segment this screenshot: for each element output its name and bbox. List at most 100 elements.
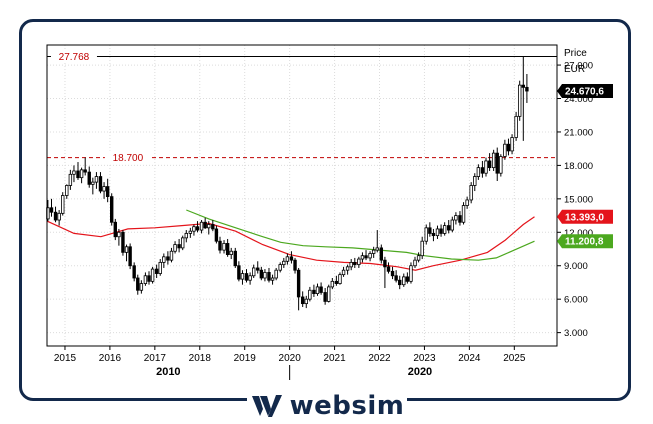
- candle-body: [383, 259, 387, 268]
- candle-body: [117, 231, 121, 238]
- candle-body: [162, 256, 166, 263]
- candle-body: [259, 269, 264, 279]
- candle-body: [147, 275, 151, 282]
- candle-body: [398, 279, 402, 286]
- candle-body: [87, 171, 91, 185]
- candle-body: [72, 170, 76, 175]
- candle-body: [428, 227, 432, 234]
- candle-body: [79, 169, 84, 179]
- candle-body: [177, 244, 181, 249]
- candle-body: [263, 272, 267, 279]
- x-tick-label: 2022: [368, 353, 391, 364]
- x-tick-label: 2023: [413, 353, 436, 364]
- candle-body: [199, 221, 204, 231]
- candle-body: [499, 156, 503, 174]
- decade-label: 2020: [408, 366, 432, 378]
- y-tick-label: 3.000: [564, 328, 588, 339]
- candle-body: [353, 261, 357, 266]
- candle-body: [525, 86, 529, 92]
- x-tick-label: 2021: [323, 353, 346, 364]
- candle-body: [491, 152, 496, 169]
- x-tick-label: 2019: [234, 353, 257, 364]
- candle-body: [465, 199, 469, 206]
- candle-body: [413, 259, 417, 267]
- candle-body: [293, 259, 297, 271]
- price-tag: [557, 84, 613, 99]
- brand-name: websim: [289, 391, 405, 421]
- candle-body: [473, 176, 477, 186]
- moving-averages: [46, 209, 535, 271]
- candle-body: [158, 261, 162, 274]
- candle-body: [454, 215, 458, 221]
- candle-body: [233, 250, 237, 267]
- plot-border: [46, 44, 558, 347]
- candle-body: [282, 260, 286, 266]
- candle-body: [458, 215, 462, 223]
- candle-body: [267, 272, 271, 281]
- candle-body: [105, 186, 110, 198]
- candle-body: [244, 273, 249, 281]
- candle-body: [91, 181, 95, 185]
- candle-body: [76, 170, 80, 179]
- candle-body: [447, 225, 451, 231]
- x-tick-label: 2015: [54, 353, 77, 364]
- candle-body: [110, 196, 114, 223]
- candle-body: [289, 256, 294, 261]
- candle-body: [338, 274, 342, 284]
- candle-body: [195, 226, 200, 231]
- price-axis-title: Price: [564, 48, 587, 59]
- candle-body: [402, 276, 406, 286]
- candle-body: [128, 246, 132, 267]
- candle-body: [150, 268, 155, 282]
- candle-body: [450, 219, 455, 231]
- candle-body: [487, 160, 492, 169]
- candle-body: [98, 176, 103, 192]
- candle-body: [514, 115, 518, 138]
- candle-body: [409, 265, 413, 282]
- axes: 3.000 6.000 9.000 12.000 15.000 18.000 21.000 2…: [46, 44, 613, 380]
- reference-lines: 27.768 18.700: [47, 49, 557, 164]
- candle-body: [304, 298, 308, 305]
- candle-body: [136, 277, 140, 291]
- candle-body: [442, 225, 447, 234]
- price-tag-label: 11.200,8: [565, 237, 604, 248]
- candle-body: [431, 233, 436, 237]
- candle-body: [229, 250, 233, 255]
- candle-body: [308, 289, 312, 300]
- websim-logo-icon: [251, 395, 282, 417]
- candle-body: [506, 143, 511, 152]
- candle-body: [394, 275, 398, 281]
- candle-body: [386, 266, 391, 272]
- candle-body: [476, 167, 481, 177]
- candle-body: [364, 255, 368, 259]
- candle-body: [237, 265, 241, 280]
- candle-body: [211, 224, 215, 230]
- candle-body: [368, 253, 372, 259]
- candle-body: [154, 268, 159, 274]
- candle-body: [319, 286, 323, 293]
- price-tag: [557, 234, 613, 249]
- candle-body: [484, 160, 488, 174]
- y-tick-label: 24.000: [564, 94, 593, 105]
- candle-body: [312, 289, 316, 295]
- candle-body: [510, 137, 514, 152]
- brand-logo: websim: [247, 388, 407, 424]
- x-tick-label: 2017: [144, 353, 167, 364]
- reference-label: 27.768: [59, 52, 90, 63]
- y-tick-label: 15.000: [564, 194, 593, 205]
- candle-body: [345, 266, 350, 271]
- candle-body: [518, 84, 522, 117]
- candle-body: [61, 195, 65, 214]
- candle-body: [121, 231, 125, 253]
- price-tag-label: 24.670,6: [565, 87, 604, 98]
- y-tick-label: 12.000: [564, 228, 593, 239]
- candle-body: [405, 276, 410, 282]
- candle-body: [214, 228, 219, 242]
- chart-frame: [19, 19, 631, 401]
- candle-body: [315, 286, 320, 295]
- candle-body: [251, 267, 256, 277]
- candle-body: [278, 264, 282, 271]
- candle-body: [184, 233, 188, 239]
- candle-body: [296, 269, 301, 298]
- candle-body: [274, 269, 278, 279]
